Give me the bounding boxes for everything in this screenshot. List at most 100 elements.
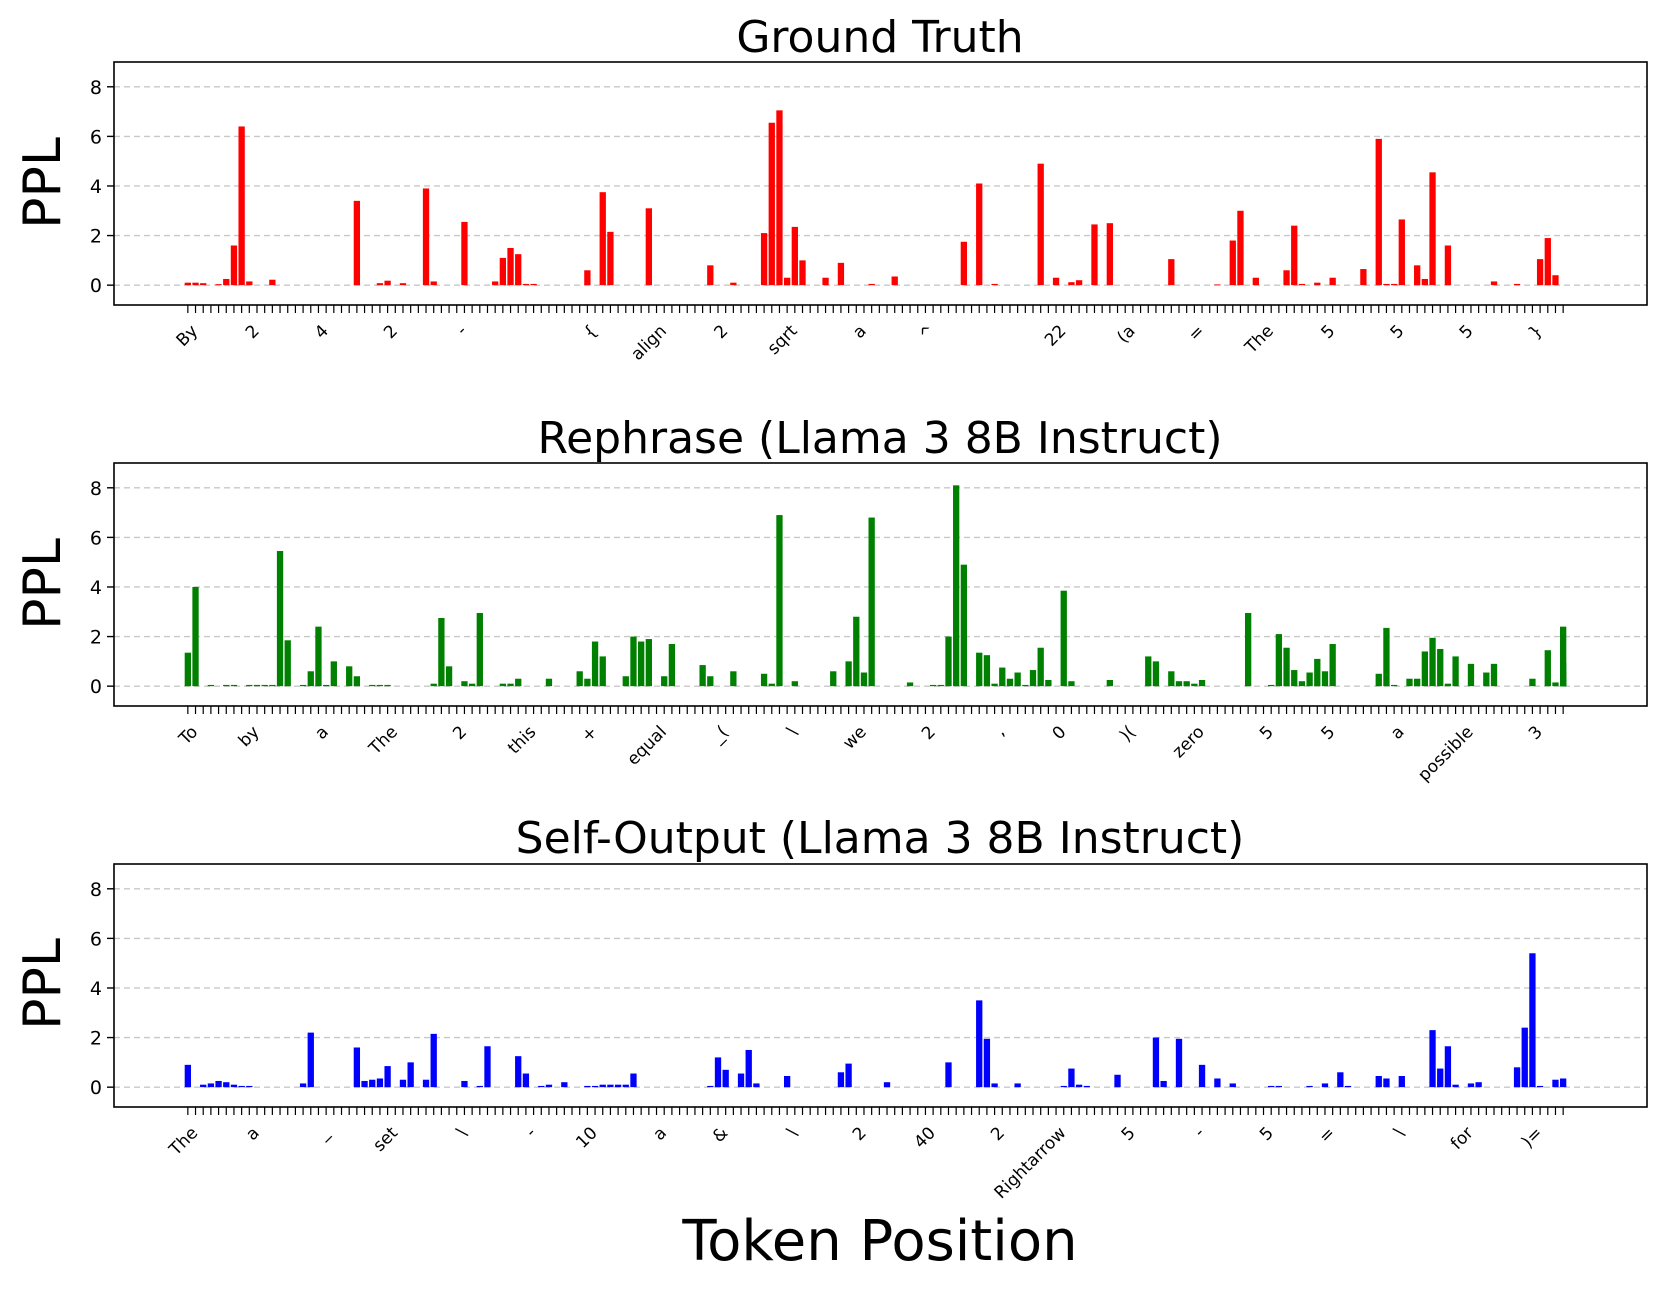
y-tick-label: 0 (90, 676, 102, 698)
x-tick-label: 4 (311, 321, 333, 343)
bar (430, 281, 437, 286)
bar (783, 277, 791, 286)
bar (353, 676, 361, 687)
bar (1360, 269, 1367, 286)
bar (515, 254, 522, 286)
bar (799, 260, 806, 286)
x-tick-label: 0 (1049, 722, 1071, 744)
bar (1068, 681, 1075, 687)
bar (853, 616, 860, 687)
bar (883, 1082, 891, 1088)
x-tick-label: 2 (449, 722, 471, 744)
x-tick-label: align (627, 321, 670, 364)
bar (1106, 223, 1113, 286)
bar (868, 517, 875, 687)
bar (1437, 648, 1444, 687)
bar (1513, 283, 1521, 286)
bar (515, 678, 522, 687)
bar (461, 681, 468, 687)
bar (1237, 210, 1244, 286)
bar (1337, 1072, 1344, 1088)
bar (376, 684, 384, 687)
bar (200, 1084, 207, 1088)
panel-rephrase: Rephrase (Llama 3 8B Instruct) PPL 0 2 4 6 8… (13, 413, 1648, 786)
bar (430, 1033, 437, 1088)
x-tick-label: By (173, 321, 203, 351)
bar (422, 1079, 430, 1088)
bar (384, 280, 391, 286)
bar (461, 221, 468, 286)
x-tick-label: equal (623, 722, 670, 769)
bar (1513, 1067, 1521, 1088)
bar (845, 1063, 852, 1088)
bar (1244, 613, 1252, 687)
bar (783, 1076, 791, 1088)
bar (1175, 681, 1183, 687)
x-tick-label: + (578, 722, 602, 746)
x-tick-label: 10 (572, 1123, 601, 1152)
bar (192, 586, 199, 687)
bar (1198, 1064, 1206, 1088)
bar (184, 282, 191, 286)
bar (561, 1082, 568, 1088)
y-tick-label: 4 (90, 176, 102, 198)
bar (1490, 281, 1498, 286)
bar (1383, 1078, 1390, 1088)
plot-frame (113, 863, 1648, 1108)
bar (299, 1083, 307, 1088)
bar (906, 682, 914, 687)
bar (1160, 1080, 1167, 1088)
bar (238, 1085, 245, 1088)
bar (1014, 1083, 1021, 1088)
bar (1106, 679, 1113, 687)
x-tick-label: )( (1116, 722, 1140, 746)
bar (269, 279, 276, 286)
bar (1390, 684, 1398, 687)
bar (1414, 265, 1421, 286)
bar (760, 673, 768, 687)
x-tick-label: = (1184, 321, 1208, 345)
x-tick-label: a (311, 722, 333, 744)
bar (976, 1000, 983, 1088)
plot-frame (113, 61, 1648, 306)
bar (707, 676, 714, 687)
bar (614, 1084, 622, 1088)
x-tick-label: we (839, 722, 870, 753)
bar (837, 262, 845, 286)
bar (1521, 1027, 1528, 1088)
x-tick-label: _ (312, 1123, 333, 1144)
bar (1475, 1082, 1482, 1088)
bar (753, 1083, 760, 1088)
x-tick-label: 2 (380, 321, 402, 343)
x-tick-label: possible (1414, 722, 1477, 785)
bar (1429, 637, 1436, 687)
bar (1314, 658, 1321, 687)
bar (768, 122, 775, 286)
panel-title: Rephrase (Llama 3 8B Instruct) (538, 413, 1223, 464)
bar (422, 188, 430, 286)
bar (1414, 678, 1421, 687)
bar (607, 1084, 614, 1088)
y-tick-label: 8 (90, 879, 102, 901)
bar (830, 671, 837, 687)
bar (1406, 678, 1413, 687)
x-tick-label: The (365, 722, 402, 759)
bar (791, 681, 798, 687)
y-tick-label: 0 (90, 275, 102, 297)
bar (607, 231, 614, 286)
bar (976, 652, 983, 687)
bar (584, 270, 591, 286)
bar (776, 110, 783, 286)
bar (507, 247, 514, 286)
bar (1544, 650, 1551, 687)
bar (776, 515, 783, 687)
bar (768, 683, 775, 687)
bar (1390, 283, 1398, 286)
bar (246, 1085, 253, 1088)
bar (991, 283, 998, 286)
bar (645, 639, 652, 687)
bar (1060, 590, 1067, 687)
bar (200, 283, 207, 286)
bar (845, 661, 852, 687)
